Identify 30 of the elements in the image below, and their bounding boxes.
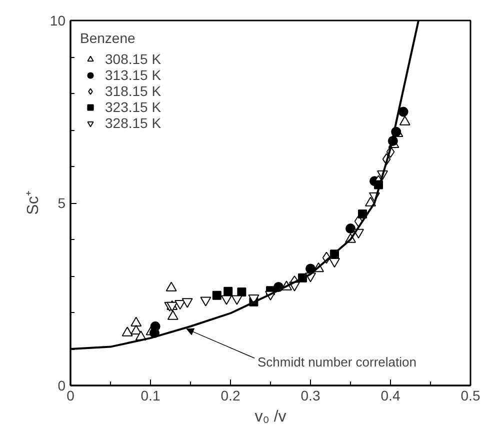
y-tick-label: 10 — [50, 12, 66, 28]
x-tick-label: 0.2 — [220, 388, 240, 404]
x-tick-label: 0.5 — [460, 388, 480, 404]
y-tick-label: 5 — [58, 195, 66, 211]
point — [200, 296, 212, 306]
point — [237, 288, 246, 297]
x-tick-label: 0.3 — [300, 388, 320, 404]
point — [212, 290, 222, 300]
annotation: Schmidt number correlation — [258, 354, 416, 370]
point — [398, 106, 408, 117]
point — [174, 300, 186, 310]
point — [346, 224, 356, 234]
x-tick-label: 0.1 — [140, 388, 160, 404]
point — [399, 116, 410, 126]
legend-label: 308.15 K — [105, 51, 162, 67]
point — [221, 295, 232, 305]
legend-label: 313.15 K — [105, 67, 162, 83]
point — [150, 321, 160, 332]
x-axis-title: v₀ /v — [254, 408, 286, 426]
y-axis-title: Sc⁺ — [24, 191, 42, 215]
point — [231, 295, 242, 305]
legend-label: 328.15 K — [105, 115, 162, 131]
point — [182, 298, 193, 308]
point — [329, 258, 340, 268]
x-tick-label: 0.4 — [380, 388, 400, 404]
legend-label: 318.15 K — [105, 83, 162, 99]
legend-title: Benzene — [80, 30, 136, 46]
y-tick-label: 0 — [58, 378, 66, 394]
point — [224, 286, 233, 296]
legend-label: 323.15 K — [105, 99, 162, 115]
